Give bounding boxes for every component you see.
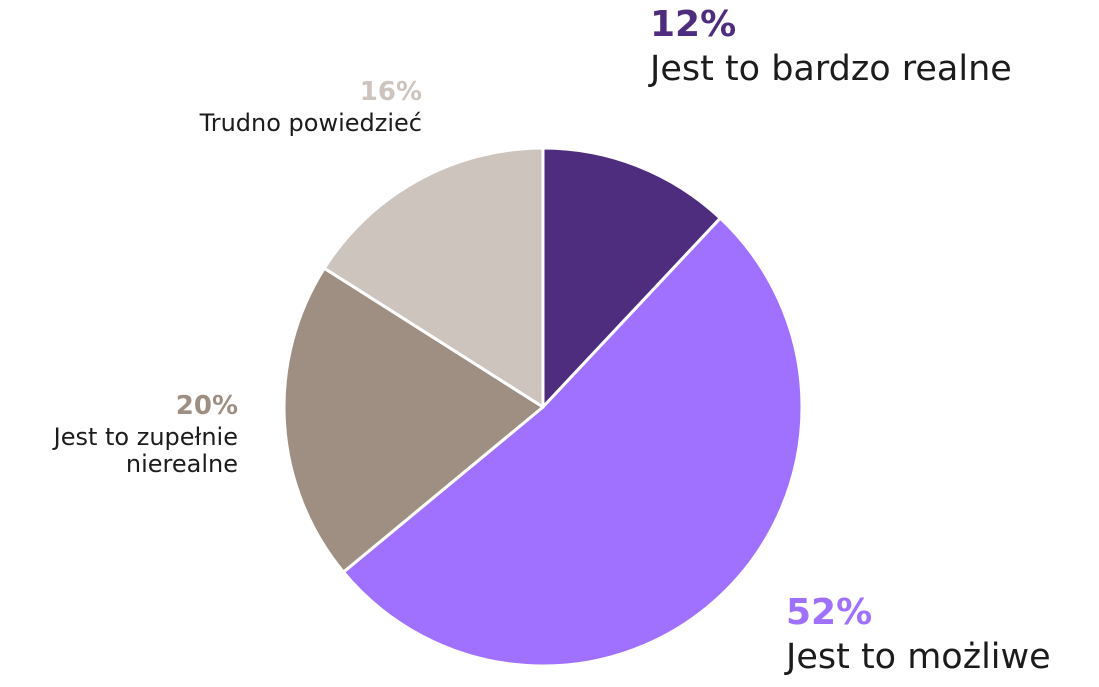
slice-category-label: Jest to bardzo realne	[650, 49, 1012, 90]
slice-category-label: Jest to zupełnie nierealne	[53, 422, 238, 479]
pie-slice-2	[282, 266, 545, 574]
slice-category-label: Jest to możliwe	[786, 637, 1051, 678]
slice-label-mozliwe: 52% Jest to możliwe	[786, 592, 1051, 678]
pie-slice-0	[541, 146, 722, 409]
pie-slice-1	[341, 216, 804, 668]
slice-label-bardzo-realne: 12% Jest to bardzo realne	[650, 4, 1012, 90]
slice-label-zupelnie-nierealne: 20% Jest to zupełnie nierealne	[0, 391, 238, 479]
slice-label-trudno-powiedziec: 16% Trudno powiedzieć	[122, 77, 422, 137]
slice-value-label: 12%	[650, 4, 737, 45]
slice-category-label: Trudno powiedzieć	[199, 108, 422, 137]
pie-slice-3	[322, 146, 545, 409]
slice-value-label: 16%	[359, 77, 422, 107]
slice-value-label: 20%	[175, 391, 238, 421]
slice-value-label: 52%	[786, 592, 873, 633]
